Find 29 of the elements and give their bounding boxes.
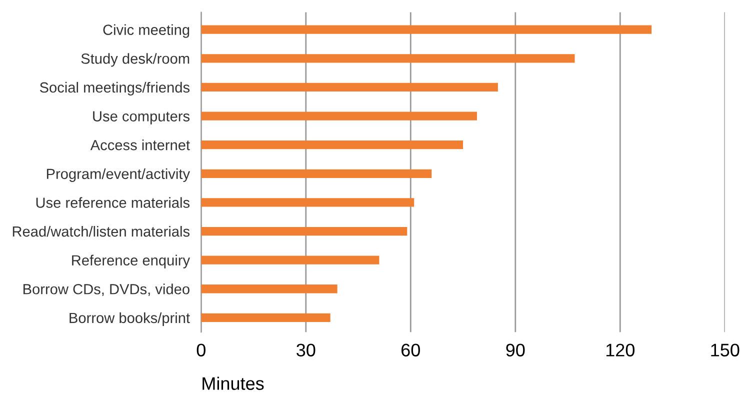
x-tick-label: 150 bbox=[711, 344, 740, 356]
bar bbox=[201, 169, 432, 178]
y-tick-label: Reference enquiry bbox=[72, 254, 190, 268]
y-tick-label: Use computers bbox=[93, 111, 190, 124]
bar bbox=[201, 112, 477, 120]
bar bbox=[201, 226, 408, 236]
y-tick-label: Use reference materials bbox=[36, 197, 190, 208]
x-tick-label: 60 bbox=[402, 344, 420, 356]
bar bbox=[201, 198, 414, 207]
y-tick-label: Access internet bbox=[90, 140, 190, 150]
bar bbox=[201, 313, 330, 322]
bar bbox=[201, 82, 498, 92]
y-tick-label: Study desk/room bbox=[81, 53, 190, 67]
y-tick-label: Borrow CDs, DVDs, video bbox=[23, 284, 190, 296]
bar bbox=[201, 54, 575, 63]
x-tick-label: 120 bbox=[606, 344, 634, 356]
y-tick-label: Social meetings/friends bbox=[40, 82, 190, 96]
y-tick-label: Program/event/activity bbox=[46, 168, 190, 182]
y-tick-label: Read/watch/listen materials bbox=[12, 226, 190, 237]
y-tick-label: Borrow books/print bbox=[70, 312, 190, 326]
bar bbox=[201, 25, 652, 34]
bar bbox=[201, 140, 464, 150]
x-tick-label: 0 bbox=[196, 344, 206, 356]
bar bbox=[201, 284, 338, 294]
bar bbox=[201, 256, 380, 264]
x-axis-title: Minutes bbox=[202, 376, 264, 390]
y-tick-label: Civic meeting bbox=[103, 24, 190, 38]
x-tick-label: 90 bbox=[506, 344, 525, 356]
x-tick-label: 30 bbox=[296, 344, 316, 356]
